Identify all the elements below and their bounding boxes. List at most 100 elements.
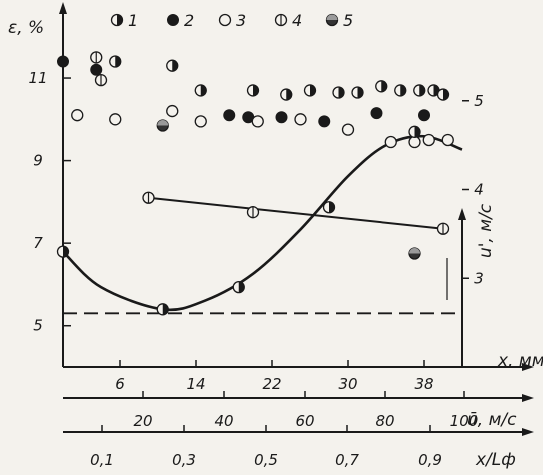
data-point-series-2 xyxy=(223,109,236,122)
data-point-series-1 xyxy=(413,84,426,97)
marker-body xyxy=(251,115,264,128)
marker-half xyxy=(329,201,335,213)
data-point-series-1 xyxy=(436,88,450,101)
y-left-axis-arrow xyxy=(59,2,67,14)
data-point-series-u xyxy=(408,125,421,138)
data-point-series-3 xyxy=(294,113,307,126)
y-left-tick-label: 11 xyxy=(28,69,47,87)
data-point-series-3 xyxy=(71,109,84,122)
data-point-series-u xyxy=(322,201,336,214)
marker-half xyxy=(414,126,421,138)
marker-body xyxy=(318,115,331,128)
marker-body xyxy=(194,115,207,128)
data-point-series-1 xyxy=(246,84,260,97)
marker-half xyxy=(117,14,123,26)
y-left-tick-label: 9 xyxy=(33,152,43,170)
marker-half xyxy=(338,86,344,98)
data-point-series-4 xyxy=(142,191,155,204)
legend-label-4: 4 xyxy=(292,11,302,30)
legend-marker-3 xyxy=(218,13,232,27)
marker-half xyxy=(286,89,292,101)
marker-half xyxy=(381,80,387,92)
y-right-tick-label: 5 xyxy=(474,92,484,110)
x-velocity-tick-label: 40 xyxy=(214,412,233,430)
x-velocity-tick-label: 80 xyxy=(375,412,394,430)
marker-half xyxy=(310,84,316,96)
marker-body xyxy=(341,123,355,136)
data-point-series-1 xyxy=(375,80,388,93)
marker-half xyxy=(443,89,449,101)
marker-shade xyxy=(157,120,169,126)
x-main-tick-label: 22 xyxy=(262,375,281,393)
marker-body xyxy=(422,133,435,147)
x-velocity-tick-label: 60 xyxy=(295,412,314,430)
data-point-series-3 xyxy=(109,113,122,126)
data-point-series-2 xyxy=(57,55,69,68)
y-right-tick-label: 4 xyxy=(474,181,484,199)
y-left-tick-label: 5 xyxy=(33,317,43,335)
marker-body xyxy=(90,63,103,76)
legend-marker-1 xyxy=(110,13,124,27)
data-point-series-1 xyxy=(351,86,364,99)
y-right-axis-arrow xyxy=(458,208,466,220)
data-point-series-1 xyxy=(166,59,179,72)
marker-body xyxy=(418,109,430,122)
x-relative-tick-label: 0,9 xyxy=(418,451,442,469)
data-point-series-u xyxy=(232,280,245,294)
marker-body xyxy=(57,55,69,68)
data-point-series-1 xyxy=(332,86,345,99)
data-point-series-3 xyxy=(251,115,264,128)
data-point-series-5 xyxy=(156,119,169,132)
marker-body xyxy=(218,13,232,27)
data-point-series-4 xyxy=(90,51,103,64)
data-point-series-4 xyxy=(94,73,108,87)
x-velocity-tick-label: 100 xyxy=(450,412,479,430)
data-point-series-3 xyxy=(341,123,355,136)
marker-half xyxy=(115,56,121,68)
x-relative-axis-label: x/Lф xyxy=(475,450,516,470)
marker-half xyxy=(253,84,259,96)
marker-body xyxy=(294,113,307,126)
data-point-series-4 xyxy=(246,206,260,219)
x-relative-axis-arrow xyxy=(522,428,534,436)
x-main-tick-label: 6 xyxy=(115,375,125,393)
legend-label-1: 1 xyxy=(128,11,138,30)
x-relative-tick-label: 0,3 xyxy=(172,451,196,469)
x-main-tick-label: 30 xyxy=(338,375,357,393)
x-main-tick-label: 14 xyxy=(186,375,205,393)
marker-body xyxy=(408,135,421,149)
marker-body xyxy=(167,14,179,26)
data-point-series-2 xyxy=(90,63,103,76)
y-right-tick-label: 3 xyxy=(474,269,484,287)
fluctuation-curve xyxy=(62,134,463,312)
legend-label-5: 5 xyxy=(343,11,353,30)
data-point-series-4 xyxy=(436,222,450,235)
legend-label-2: 2 xyxy=(184,11,194,30)
x-velocity-tick-label: 20 xyxy=(133,412,152,430)
axes-group xyxy=(59,2,534,436)
legend-marker-4 xyxy=(274,13,288,27)
legend-label-3: 3 xyxy=(236,11,246,30)
lines-group xyxy=(62,134,463,315)
points-group xyxy=(56,51,454,316)
ticks-group: ε, % x, мм ū, м/с x/Lф u', м/с 5 7 9 11 3 4 5 6 14 22 3… xyxy=(8,18,543,470)
x-relative-tick-label: 0,1 xyxy=(90,451,114,469)
marker-body xyxy=(275,111,288,124)
x-main-tick-label: 38 xyxy=(414,375,433,393)
data-point-series-2 xyxy=(275,111,288,124)
marker-body xyxy=(370,107,383,120)
marker-shade xyxy=(326,14,338,20)
x-main-axis-arrow xyxy=(522,363,534,371)
marker-body xyxy=(223,109,236,122)
data-point-series-3 xyxy=(166,104,179,118)
marker-shade xyxy=(409,247,420,254)
marker-body xyxy=(71,109,84,122)
marker-half xyxy=(172,60,178,72)
marker-body xyxy=(441,133,454,147)
x-relative-tick-label: 0,5 xyxy=(254,451,278,469)
data-point-series-3 xyxy=(422,133,435,147)
y-right-axis-label: u', м/с xyxy=(476,203,496,258)
data-point-series-3 xyxy=(384,135,397,149)
